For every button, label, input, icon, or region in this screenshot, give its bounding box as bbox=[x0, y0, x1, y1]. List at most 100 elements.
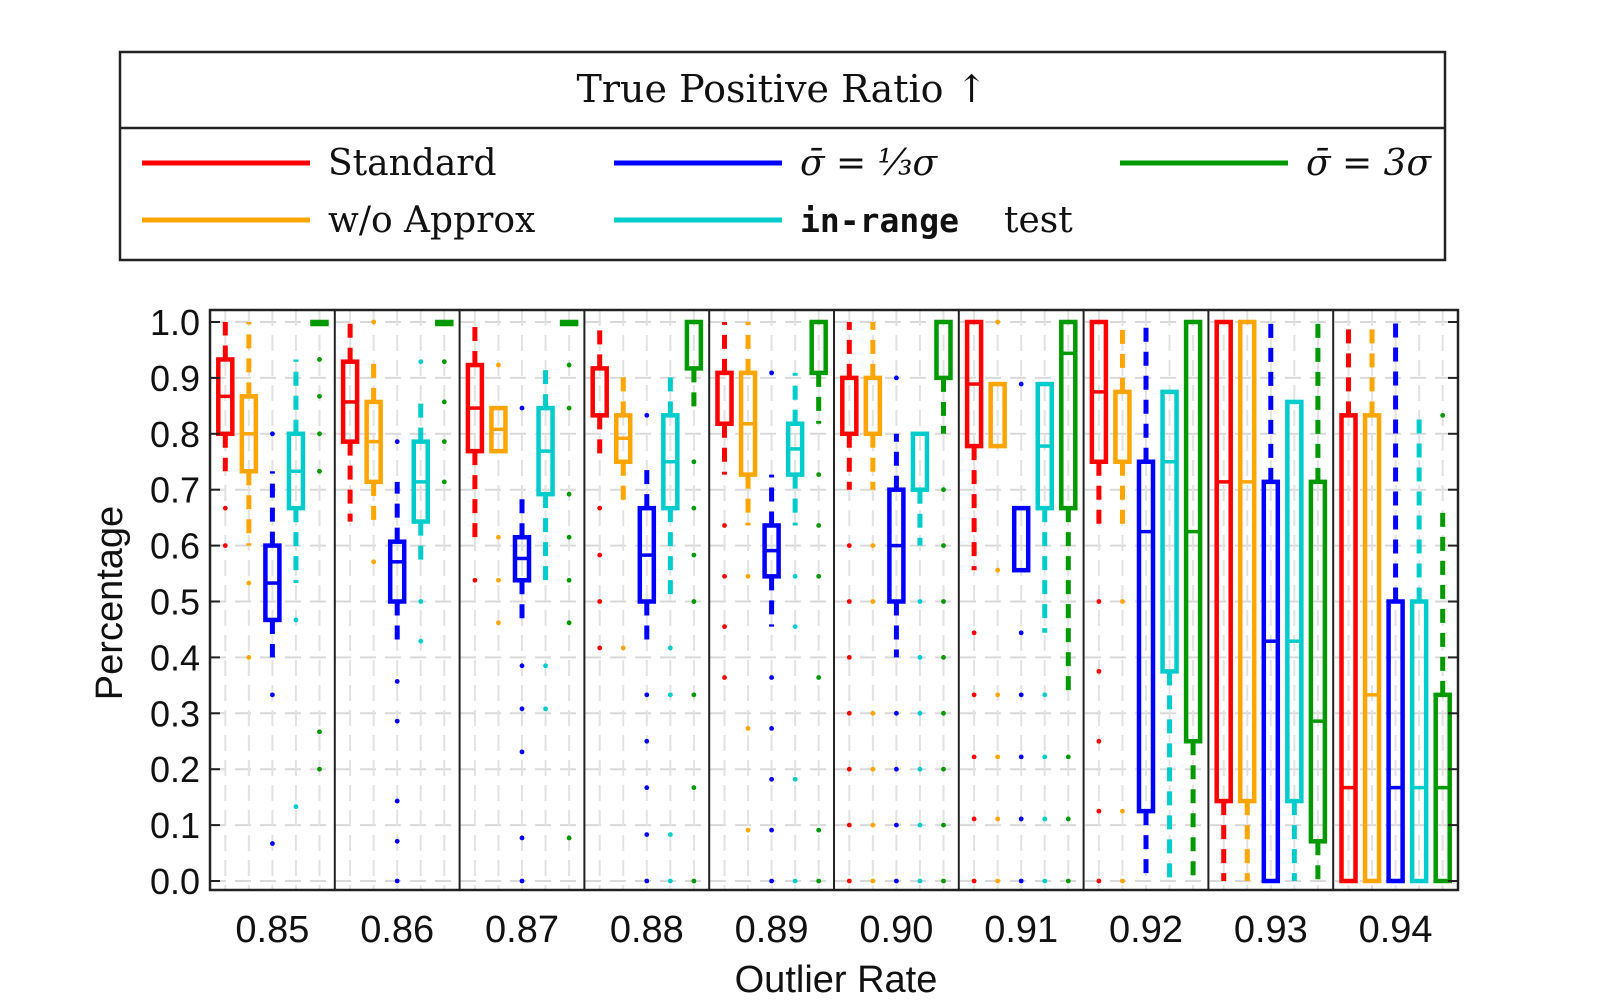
y-tick-label: 0.1 bbox=[150, 805, 200, 846]
outlier-point bbox=[394, 718, 400, 724]
outlier-point bbox=[894, 878, 899, 884]
outlier-point bbox=[769, 675, 774, 680]
outlier-point bbox=[1042, 692, 1048, 698]
outlier-point bbox=[846, 655, 852, 660]
outlier-point bbox=[644, 412, 650, 418]
outlier-point bbox=[894, 375, 899, 381]
outlier-point bbox=[644, 738, 650, 744]
x-tick-label: 0.88 bbox=[610, 909, 684, 951]
box bbox=[1136, 459, 1156, 814]
outlier-point bbox=[941, 822, 946, 828]
outlier-point bbox=[496, 534, 501, 540]
outlier-point bbox=[722, 675, 727, 680]
outlier-point bbox=[519, 706, 525, 712]
outlier-point bbox=[620, 645, 626, 651]
outlier-point bbox=[1018, 878, 1024, 884]
outlier-point bbox=[394, 439, 400, 445]
y-axis-label: Percentage bbox=[89, 506, 131, 700]
outlier-point bbox=[792, 776, 798, 782]
outlier-point bbox=[917, 878, 923, 884]
outlier-point bbox=[846, 878, 852, 884]
outlier-point bbox=[1018, 630, 1024, 636]
outlier-point bbox=[1120, 808, 1125, 814]
outlier-point bbox=[644, 692, 650, 698]
outlier-point bbox=[394, 878, 400, 884]
outlier-point bbox=[995, 816, 1001, 822]
outlier-point bbox=[1096, 599, 1102, 604]
outlier-point bbox=[870, 766, 876, 772]
outlier-point bbox=[870, 599, 876, 604]
outlier-point bbox=[769, 827, 774, 833]
outlier-point bbox=[870, 710, 876, 716]
outlier-point bbox=[317, 468, 322, 474]
outlier-point bbox=[317, 393, 322, 399]
outlier-point bbox=[995, 878, 1001, 884]
box bbox=[1214, 319, 1233, 804]
outlier-point bbox=[293, 804, 299, 810]
outlier-point bbox=[1096, 808, 1102, 814]
outlier-point bbox=[816, 472, 822, 478]
outlier-point bbox=[667, 832, 673, 838]
outlier-point bbox=[894, 710, 899, 716]
outlier-point bbox=[917, 655, 923, 660]
legend: True Positive Ratio ↑ Standard w/o Appro… bbox=[118, 50, 1447, 262]
outlier-point bbox=[691, 785, 697, 791]
y-tick-label: 0.2 bbox=[150, 749, 200, 790]
outlier-point bbox=[496, 620, 501, 626]
outlier-point bbox=[644, 878, 650, 884]
legend-label-standard: Standard bbox=[328, 143, 497, 184]
outlier-point bbox=[418, 638, 424, 644]
outlier-point bbox=[745, 573, 751, 579]
outlier-point bbox=[769, 370, 774, 376]
outlier-point bbox=[519, 663, 525, 669]
outlier-point bbox=[222, 505, 228, 511]
outlier-point bbox=[846, 710, 852, 716]
outlier-point bbox=[246, 655, 252, 660]
outlier-point bbox=[691, 692, 697, 698]
box bbox=[1160, 389, 1179, 674]
outlier-point bbox=[917, 822, 923, 828]
outlier-point bbox=[1096, 738, 1102, 744]
outlier-point bbox=[566, 491, 572, 497]
outlier-point bbox=[566, 835, 572, 841]
outlier-point bbox=[691, 552, 697, 558]
y-tick-label: 0.4 bbox=[150, 637, 200, 678]
outlier-point bbox=[566, 577, 572, 583]
outlier-point bbox=[816, 675, 822, 680]
outlier-point bbox=[317, 766, 322, 772]
x-tick-label: 0.91 bbox=[984, 909, 1058, 951]
outlier-point bbox=[1042, 878, 1048, 884]
outlier-point bbox=[317, 431, 322, 437]
outlier-point bbox=[971, 816, 977, 822]
outlier-point bbox=[691, 459, 697, 465]
x-tick-label: 0.93 bbox=[1234, 909, 1308, 951]
outlier-point bbox=[1065, 878, 1071, 884]
outlier-point bbox=[1018, 381, 1024, 387]
outlier-point bbox=[566, 362, 572, 368]
outlier-point bbox=[1096, 668, 1102, 674]
y-tick-label: 0.3 bbox=[150, 693, 200, 734]
outlier-point bbox=[691, 599, 697, 604]
outlier-point bbox=[597, 505, 603, 511]
y-tick-label: 0.9 bbox=[150, 358, 200, 399]
x-tick-label: 0.92 bbox=[1109, 909, 1183, 951]
outlier-point bbox=[769, 725, 774, 731]
outlier-point bbox=[519, 405, 525, 411]
outlier-point bbox=[995, 567, 1001, 573]
x-tick-label: 0.87 bbox=[485, 909, 559, 951]
outlier-point bbox=[917, 710, 923, 716]
outlier-point bbox=[769, 776, 774, 782]
outlier-point bbox=[496, 577, 501, 583]
y-tick-label: 0.6 bbox=[150, 526, 200, 567]
outlier-point bbox=[317, 729, 322, 735]
outlier-point bbox=[1440, 412, 1446, 418]
outlier-point bbox=[667, 692, 673, 698]
box bbox=[1362, 413, 1382, 884]
outlier-point bbox=[745, 725, 751, 731]
outlier-point bbox=[846, 766, 852, 772]
outlier-point bbox=[971, 630, 977, 636]
outlier-point bbox=[846, 543, 852, 548]
outlier-point bbox=[394, 798, 400, 804]
outlier-point bbox=[691, 505, 697, 511]
outlier-point bbox=[971, 692, 977, 698]
